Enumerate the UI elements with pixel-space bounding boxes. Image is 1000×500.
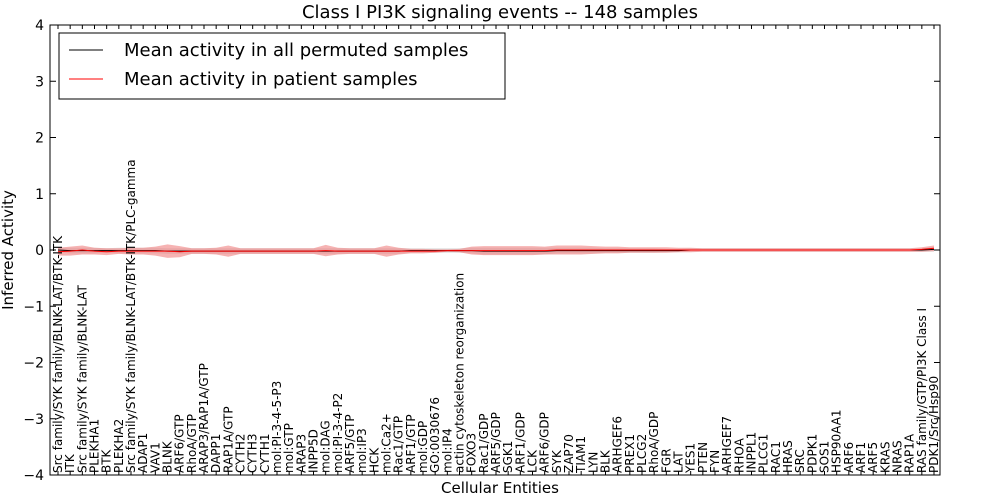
x-tick-label: PLEKHA2 (112, 419, 126, 473)
legend-entry: Mean activity in all permuted samples (124, 40, 468, 61)
x-tick-label: ARAP3 (294, 434, 308, 473)
x-tick-label: Src family/SYK family/BLNK-LAT/BTK-ITK (51, 235, 65, 473)
x-tick-label: ARAP3/RAP1A/GTP (197, 363, 211, 473)
x-tick-label: ARF1/GTP (404, 414, 418, 473)
x-tick-label: RhoA/GDP (647, 412, 661, 473)
y-tick-label: 4 (35, 18, 44, 34)
x-tick-label: NRAS (891, 440, 905, 473)
x-tick-label: mol:GTP (282, 423, 296, 473)
x-tick-label: mol:PI-3-4-P2 (331, 393, 345, 473)
x-tick-label: HSP90AA1 (830, 409, 844, 473)
x-tick-label: LCK (526, 449, 540, 473)
x-tick-label: INPP5D (307, 429, 321, 473)
x-tick-label: TIAM1 (574, 436, 588, 474)
x-tick-label: SGK1 (501, 441, 515, 473)
x-tick-label: RAP1A (903, 433, 917, 473)
x-tick-label: PDPK1 (805, 434, 819, 473)
x-tick-label: BLNK (161, 440, 175, 473)
x-tick-label: ARF6 (842, 442, 856, 473)
series-lines (57, 247, 935, 253)
x-tick-label: mol:IP3 (355, 428, 369, 473)
x-tick-label: BTK (100, 448, 114, 473)
y-tick-label: 1 (35, 187, 44, 203)
x-tick-label: ARF1/GDP (513, 412, 527, 473)
x-tick-label: Src family/SYK family/BLNK-LAT/BTK-ITK/P… (124, 159, 138, 473)
x-tick-label: PDK1/Src/Hsp90 (927, 376, 941, 473)
y-tick-label: −3 (23, 412, 44, 428)
y-tick-label: −4 (23, 468, 44, 484)
legend-entry: Mean activity in patient samples (124, 69, 418, 90)
x-tick-label: DAPP1 (209, 434, 223, 473)
x-tick-label: RAS family/GTP/PI3K Class I (915, 308, 929, 473)
x-tick-label: mol:IP4 (440, 428, 454, 473)
x-tick-label: PTEN (696, 442, 710, 473)
chart-title: Class I PI3K signaling events -- 148 sam… (302, 2, 698, 23)
x-tick-label: RAC1 (769, 441, 783, 473)
y-ticks: −4 −3 −2 −1 0 1 2 3 4 (23, 18, 940, 484)
x-tick-label: ARHGEF7 (720, 416, 734, 473)
x-tick-label: SOS1 (818, 441, 832, 473)
x-tick-label: mol:PI-3-4-5-P3 (270, 381, 284, 473)
x-tick-label: PREX1 (623, 434, 637, 473)
x-tick-label: Rac1/GTP (392, 416, 406, 473)
x-tick-label: ARF5/GDP (489, 412, 503, 473)
x-tick-label: RAP1A/GTP (221, 406, 235, 473)
x-tick-label: FYN (708, 450, 722, 473)
x-tick-label: ZAP70 (562, 434, 576, 473)
x-tick-label: LAT (672, 451, 686, 473)
x-tick-label: FOXO3 (465, 433, 479, 473)
y-tick-label: 0 (35, 243, 44, 259)
x-tick-label: ARF6/GTP (173, 414, 187, 473)
x-tick-label: mol:GDP (416, 421, 430, 473)
x-tick-label: Rac1/GDP (477, 414, 491, 473)
line-series-2 (57, 247, 935, 253)
x-tick-label: CYTH2 (234, 434, 248, 474)
x-tick-label: ARF6/GDP (538, 412, 552, 473)
x-tick-label: YES1 (684, 443, 698, 474)
legend: Mean activity in all permuted samples Mea… (58, 32, 506, 100)
x-tick-label: FGR (659, 448, 673, 473)
y-tick-label: −2 (23, 356, 44, 372)
x-tick-label: INPPL1 (745, 432, 759, 473)
x-tick-label: ITK (63, 453, 77, 473)
x-tick-label: KRAS (878, 441, 892, 473)
x-tick-label: Src family/SYK family/BLNK-LAT (75, 284, 89, 473)
x-tick-label: CYTH3 (246, 434, 260, 474)
x-tick-label: ADAP1 (136, 433, 150, 473)
x-tick-label: LYN (586, 452, 600, 473)
x-tick-label: mol:Ca2+ (380, 413, 394, 473)
x-tick-label: RHOA (732, 437, 746, 473)
x-tick-label: actin cytoskeleton reorganization (453, 273, 467, 473)
x-tick-label: CYTH1 (258, 434, 272, 474)
plot-frame (49, 24, 941, 476)
x-tick-label: RhoA/GTP (185, 414, 199, 473)
x-tick-label: VAV1 (148, 442, 162, 473)
x-tick-label: HRAS (781, 440, 795, 473)
x-ticks: Src family/SYK family/BLNK-LAT/BTK-ITKIT… (51, 25, 941, 475)
x-tick-label: PLEKHA1 (88, 419, 102, 473)
x-tick-label: GO:0030676 (428, 397, 442, 473)
x-tick-label: ARHGEF6 (611, 416, 625, 473)
x-tick-label: PLCG1 (757, 434, 771, 473)
x-axis-label: Cellular Entities (441, 479, 559, 497)
y-axis-label: Inferred Activity (0, 190, 17, 310)
x-tick-label: SYK (550, 449, 564, 473)
x-tick-label: ARF5/GTP (343, 414, 357, 473)
y-tick-label: 2 (35, 131, 44, 147)
x-tick-label: PLCG2 (635, 434, 649, 473)
y-tick-label: −1 (23, 299, 44, 315)
x-tick-label: BLK (599, 449, 613, 473)
x-tick-label: ARF5 (866, 442, 880, 473)
x-tick-label: SRC (793, 449, 807, 473)
x-tick-label: ARF1 (854, 442, 868, 473)
x-tick-label: mol:DAG (319, 420, 333, 473)
legend-box (58, 32, 506, 100)
y-tick-label: 3 (35, 74, 44, 90)
x-tick-label: HCK (367, 447, 381, 473)
